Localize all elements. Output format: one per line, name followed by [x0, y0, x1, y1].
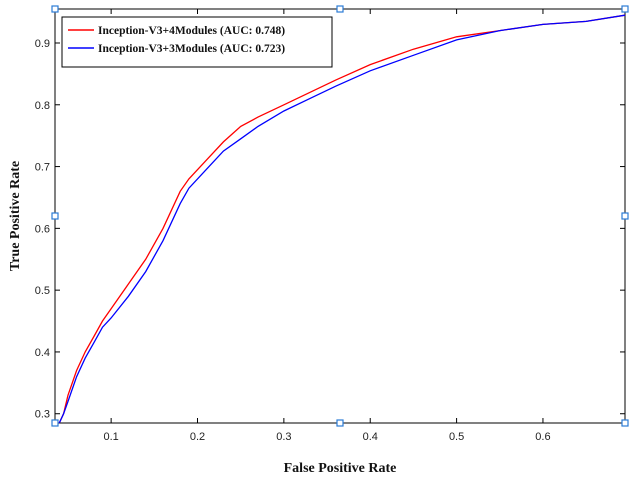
x-tick-label: 0.5: [449, 431, 464, 443]
selection-handle[interactable]: [51, 212, 59, 220]
axis-ticks: 0.1 0.2 0.3 0.4 0.5 0.6 0.3 0.4 0.5 0.6 0.7 0.8 0.9: [35, 9, 625, 443]
x-tick-label: 0.4: [363, 431, 378, 443]
selection-handle[interactable]: [336, 419, 344, 427]
y-tick-label: 0.6: [35, 223, 50, 235]
x-tick-label: 0.2: [190, 431, 205, 443]
legend-box: [61, 16, 333, 68]
legend-label-series-1: Inception-V3+4Modules (AUC: 0.748): [98, 25, 285, 37]
y-tick-label: 0.3: [35, 409, 50, 421]
series-line-2: [58, 14, 626, 424]
selection-handle[interactable]: [621, 212, 629, 220]
x-tick-label: 0.6: [535, 431, 550, 443]
selection-handle[interactable]: [621, 419, 629, 427]
legend-label-series-2: Inception-V3+3Modules (AUC: 0.723): [98, 43, 285, 55]
y-tick-label: 0.4: [35, 347, 50, 359]
plot-area: [54, 8, 626, 424]
y-tick-label: 0.8: [35, 100, 50, 112]
selection-handle[interactable]: [51, 419, 59, 427]
plot-frame: [54, 8, 626, 424]
x-tick-label: 0.3: [276, 431, 291, 443]
selection-handles[interactable]: [51, 5, 629, 427]
y-tick-label: 0.7: [35, 162, 50, 174]
series-line-1: [58, 14, 626, 424]
x-tick-label: 0.1: [103, 431, 118, 443]
selection-handle[interactable]: [621, 5, 629, 13]
y-axis-label: True Positive Rate: [8, 161, 23, 271]
x-axis-label: False Positive Rate: [284, 461, 397, 476]
selection-handle[interactable]: [51, 5, 59, 13]
legend: Inception-V3+4Modules (AUC: 0.748) Incep…: [61, 16, 333, 68]
selection-handle[interactable]: [336, 5, 344, 13]
y-tick-label: 0.9: [35, 38, 50, 50]
series-lines: [58, 14, 626, 424]
y-tick-label: 0.5: [35, 285, 50, 297]
